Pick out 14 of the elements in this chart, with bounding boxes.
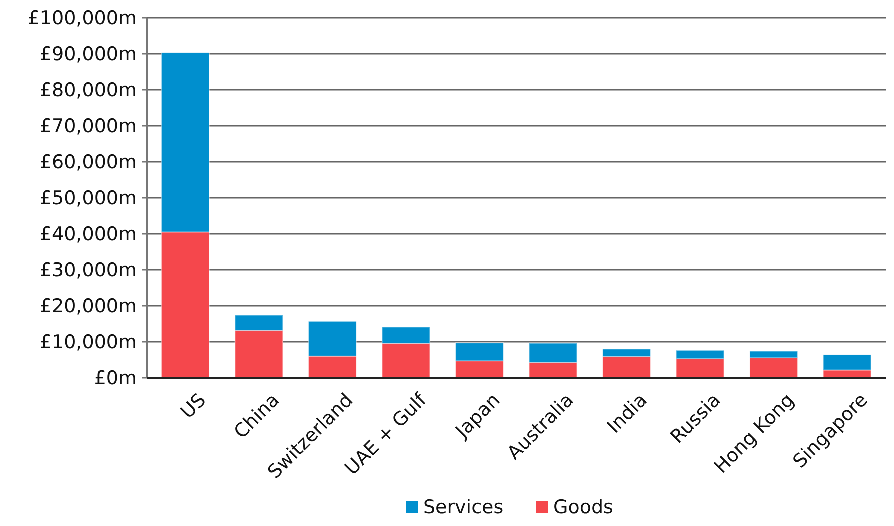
legend-label: Services — [424, 496, 504, 519]
y-tick-label: £100,000m — [28, 8, 137, 30]
y-tick-label: £40,000m — [40, 224, 137, 246]
y-tick-label: £80,000m — [40, 80, 137, 102]
legend-label: Goods — [554, 496, 614, 519]
y-tick-label: £0m — [94, 368, 137, 390]
y-tick-label: £20,000m — [40, 296, 137, 318]
x-tick-label: US — [176, 389, 211, 424]
y-tick-label: £30,000m — [40, 260, 137, 282]
y-tick-label: £60,000m — [40, 152, 137, 174]
y-tick-label: £90,000m — [40, 44, 137, 66]
y-tick-label: £50,000m — [40, 188, 137, 210]
y-tick-label: £10,000m — [40, 332, 137, 354]
y-tick-label: £70,000m — [40, 116, 137, 138]
